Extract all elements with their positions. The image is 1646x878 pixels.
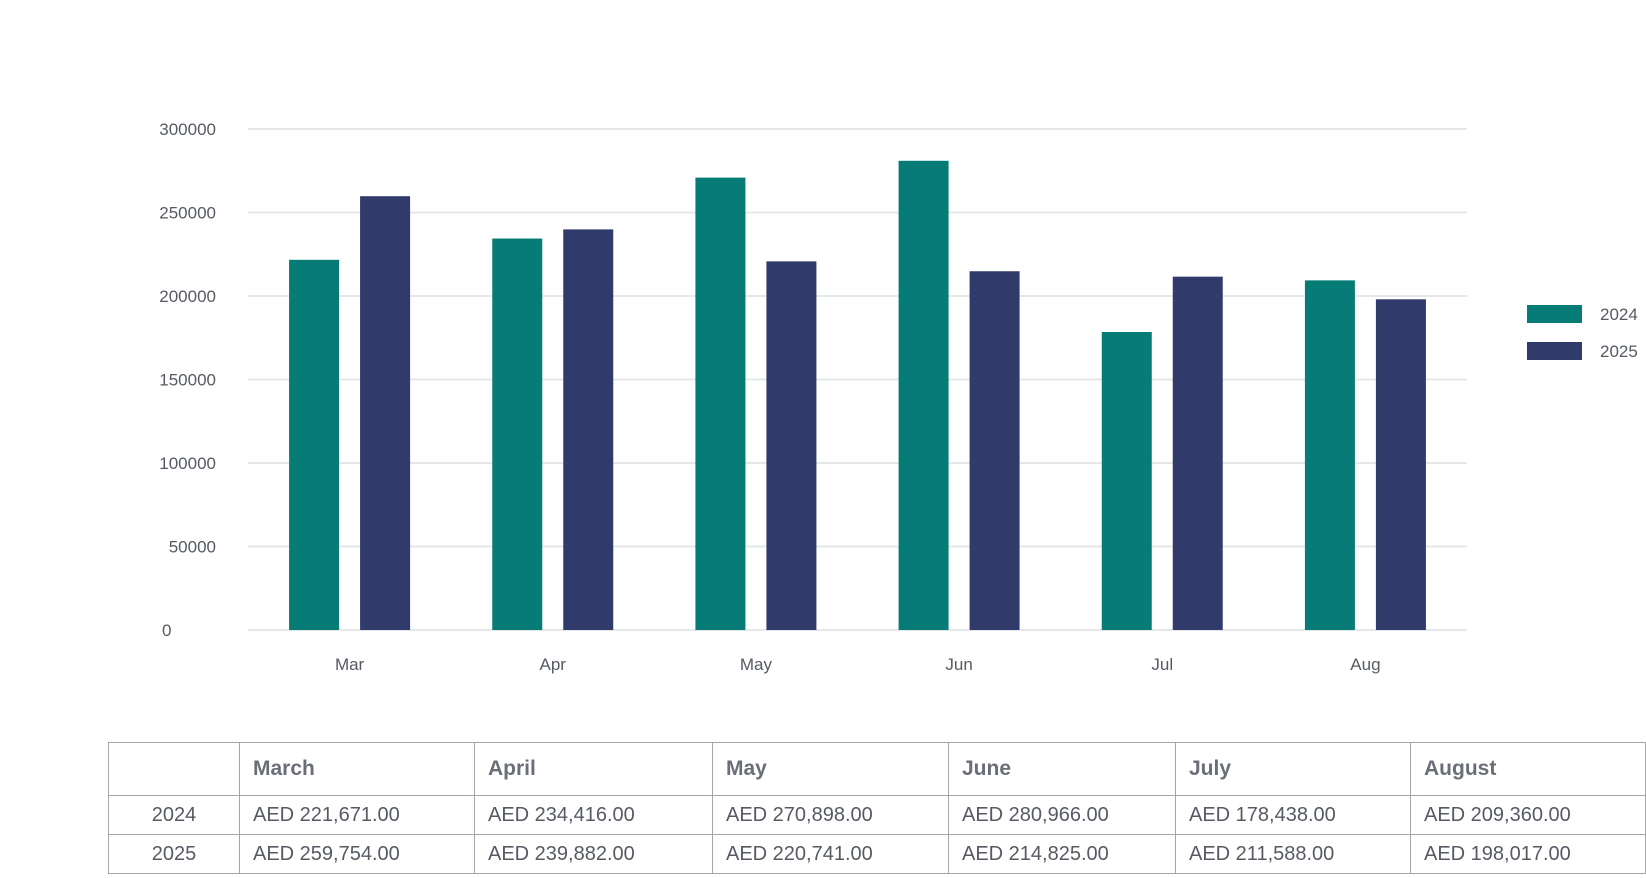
y-axis-ticks: 0 50000 100000 150000 200000 250000 300000 (159, 120, 216, 640)
table-cell: AED 280,966.00 (948, 795, 1176, 835)
table-cell: AED 198,017.00 (1410, 834, 1646, 874)
x-tick-label: Mar (335, 655, 365, 674)
bar-2025-jul (1172, 276, 1223, 630)
legend-swatch-2025 (1527, 342, 1582, 360)
bar-2024-jul (1101, 332, 1152, 630)
table-cell: AED 221,671.00 (239, 795, 475, 835)
legend: 2024 2025 (1527, 305, 1638, 361)
gridlines (248, 128, 1467, 631)
bar-chart: 0 50000 100000 150000 200000 250000 300000 Mar… (159, 120, 1638, 674)
table-row-year: 2024 (108, 795, 240, 835)
y-tick-label: 150000 (159, 371, 216, 390)
bars (289, 160, 1426, 631)
table-header-month: June (948, 742, 1176, 796)
data-table: March April May June July August 2024 AE… (108, 742, 1646, 874)
table-header-month: August (1410, 742, 1646, 796)
x-tick-label: May (740, 655, 773, 674)
table-header-row: March April May June July August (108, 742, 1646, 796)
bar-2024-aug (1304, 280, 1355, 630)
legend-label-2024: 2024 (1600, 305, 1638, 324)
table-header-month: July (1175, 742, 1411, 796)
y-tick-label: 300000 (159, 120, 216, 139)
table-row-year: 2025 (108, 834, 240, 874)
table-cell: AED 209,360.00 (1410, 795, 1646, 835)
x-tick-label: Aug (1350, 655, 1380, 674)
x-tick-label: Jun (945, 655, 972, 674)
bar-2025-apr (563, 229, 614, 630)
bar-2024-mar (289, 259, 340, 630)
bar-2025-mar (360, 196, 411, 630)
table-header-month: March (239, 742, 475, 796)
table-cell: AED 178,438.00 (1175, 795, 1411, 835)
table-cell: AED 239,882.00 (474, 834, 713, 874)
legend-swatch-2024 (1527, 305, 1582, 323)
y-tick-label: 50000 (169, 538, 216, 557)
x-tick-label: Apr (540, 655, 567, 674)
y-tick-label: 0 (162, 621, 171, 640)
bar-2024-jun (898, 160, 949, 630)
table-header-corner (108, 742, 240, 796)
y-tick-label: 250000 (159, 204, 216, 223)
table-cell: AED 270,898.00 (712, 795, 949, 835)
bar-2024-apr (492, 238, 543, 631)
y-tick-label: 100000 (159, 454, 216, 473)
x-axis-ticks: Mar Apr May Jun Jul Aug (335, 655, 1381, 674)
table-cell: AED 259,754.00 (239, 834, 475, 874)
table-row: 2025 AED 259,754.00 AED 239,882.00 AED 2… (108, 834, 1646, 874)
table-row: 2024 AED 221,671.00 AED 234,416.00 AED 2… (108, 795, 1646, 835)
table-cell: AED 220,741.00 (712, 834, 949, 874)
table-cell: AED 211,588.00 (1175, 834, 1411, 874)
table-cell: AED 214,825.00 (948, 834, 1176, 874)
table-header-month: May (712, 742, 949, 796)
x-tick-label: Jul (1151, 655, 1173, 674)
legend-label-2025: 2025 (1600, 342, 1638, 361)
table-header-month: April (474, 742, 713, 796)
bar-2025-jun (969, 271, 1020, 630)
bar-2025-may (766, 261, 817, 630)
y-tick-label: 200000 (159, 287, 216, 306)
bar-2025-aug (1375, 299, 1426, 630)
table-cell: AED 234,416.00 (474, 795, 713, 835)
bar-2024-may (695, 177, 746, 630)
